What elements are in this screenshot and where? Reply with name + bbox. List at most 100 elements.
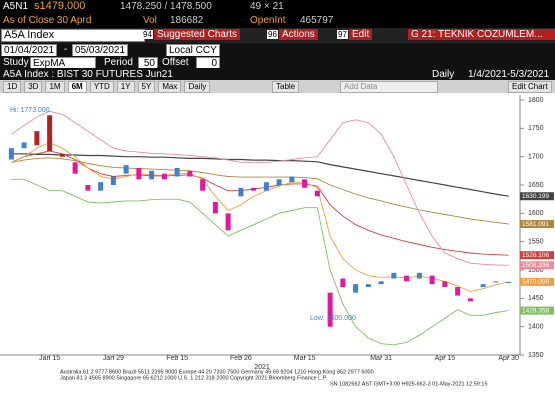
candle-body — [391, 272, 397, 279]
candle-body — [467, 298, 473, 302]
candle-body — [378, 281, 384, 285]
interval-button[interactable]: Daily — [184, 81, 211, 93]
annotation: Hi: 1773.000 — [10, 107, 50, 114]
end-label-box — [520, 220, 554, 229]
button[interactable]: Edit — [349, 29, 373, 40]
candle-body — [493, 281, 499, 283]
add-data[interactable]: Add Data — [340, 81, 438, 93]
y-tick-label: 1550 — [528, 239, 544, 246]
candle-body — [34, 131, 40, 146]
candle-body — [404, 275, 410, 282]
button-key[interactable]: 96 — [267, 30, 278, 39]
candle-body — [429, 275, 435, 285]
indicator-line — [11, 150, 509, 256]
candle-body — [314, 190, 320, 197]
end-label-box — [520, 306, 554, 315]
study-label: Study — [3, 57, 29, 68]
candle-body — [416, 272, 422, 279]
vol-label: Vol — [143, 15, 157, 26]
indicator-line — [11, 110, 509, 266]
y-tick-label: 1700 — [528, 154, 544, 161]
end-label-box — [520, 192, 554, 201]
end-label: 1526.106 — [522, 252, 549, 259]
candle-body — [174, 168, 180, 177]
oi: 465797 — [300, 15, 334, 26]
toolbar: 1D 3D 1M 6M YTD 1Y 5Y Max Daily Table Add Data E… — [0, 80, 555, 93]
candle-body — [251, 187, 257, 191]
footer-background — [0, 370, 555, 400]
candle-body — [238, 187, 244, 197]
candle-body — [480, 284, 486, 287]
close-row: As of Close 30 Aprd Vol 186682 OpenInt 4… — [0, 14, 555, 28]
period-button[interactable]: 1D — [3, 81, 22, 93]
candle-body — [85, 185, 91, 191]
x-tick-label: Mar 15 — [294, 355, 316, 362]
offset-label: Offset — [162, 57, 189, 68]
period-button[interactable]: 1M — [45, 81, 65, 93]
plot-background — [0, 93, 555, 363]
span: 1/4/2021-5/3/2021 — [468, 69, 550, 80]
candle-body — [59, 153, 65, 157]
x-tick-label: Mar 31 — [370, 355, 392, 362]
period-button[interactable]: 1Y — [116, 81, 135, 93]
x-tick-label: Feb 15 — [166, 355, 188, 362]
y-tick-label: 1450 — [528, 295, 544, 302]
button-key[interactable]: 97 — [337, 30, 348, 39]
candle-body — [506, 281, 512, 283]
indicator-line — [11, 153, 509, 197]
candle-body — [302, 179, 308, 188]
period-button[interactable]: 6M — [67, 81, 87, 93]
quote-row: A5N1 s1479.000 1478.250 / 1478.500 49 × … — [0, 0, 555, 14]
end-label: 1479.000 — [522, 279, 549, 286]
frequency: Daily — [432, 69, 455, 80]
bid-ask: 1478.250 / 1478.500 — [120, 1, 212, 12]
end-label-box — [520, 251, 554, 260]
candle-body — [455, 287, 461, 296]
period-button[interactable]: YTD — [89, 81, 114, 93]
candle-body — [327, 292, 333, 327]
end-label: 1428.358 — [522, 307, 549, 314]
range-row: 01/04/2021 - 05/03/2021 Local CCY — [0, 43, 555, 57]
x-tick-label: Apr 30 — [498, 355, 519, 362]
indicator-line — [11, 142, 509, 292]
y-tick-label: 1800 — [528, 97, 544, 104]
footer-line: Japan 81 3 4565 8900 Singapore 65 6212 1… — [60, 375, 328, 381]
description: A5A Index : BIST 30 FUTURES Jun21 — [3, 69, 173, 80]
indicator-line — [11, 157, 509, 225]
button-key[interactable]: 94 — [142, 30, 153, 39]
candle-body — [123, 165, 129, 174]
candle-body — [72, 162, 78, 174]
button[interactable]: Actions — [279, 29, 318, 40]
x-tick-label: Jan 29 — [103, 355, 124, 362]
end-label-box — [520, 277, 554, 286]
candle-body — [187, 170, 193, 177]
table-button[interactable]: Table — [272, 81, 300, 93]
candle-body — [212, 202, 218, 214]
button[interactable]: Suggested Charts — [154, 29, 241, 40]
security-input[interactable]: A5A Index — [1, 29, 145, 42]
period-button[interactable]: 5Y — [137, 81, 156, 93]
y-tick-label: 1500 — [528, 267, 544, 274]
end-label: 1508.336 — [522, 262, 549, 269]
end-label-box — [520, 261, 554, 270]
y-tick-label: 1350 — [528, 352, 544, 359]
candle-body — [136, 168, 142, 180]
last-price: s1479.000 — [34, 0, 86, 12]
period-label: Period — [104, 57, 133, 68]
candle-body — [276, 179, 282, 185]
x-tick-label: Apr 15 — [435, 355, 456, 362]
period-button[interactable]: Max — [158, 81, 182, 93]
study-row: Study ExpMA Period 50 Offset 0 — [0, 56, 555, 70]
page-title[interactable]: G 21: TEKNIK COZUMLEM... — [408, 29, 555, 40]
range-sep: - — [64, 44, 68, 55]
candle-body — [365, 284, 371, 287]
period-button[interactable]: 3D — [24, 81, 43, 93]
candle-body — [340, 278, 346, 287]
info-row: A5A Index : BIST 30 FUTURES Jun21 Daily … — [0, 68, 555, 80]
candle-body — [161, 173, 167, 180]
end-label: 1630.199 — [522, 193, 549, 200]
edit-chart[interactable]: Edit Chart — [508, 81, 552, 93]
y-tick-label: 1750 — [528, 125, 544, 132]
